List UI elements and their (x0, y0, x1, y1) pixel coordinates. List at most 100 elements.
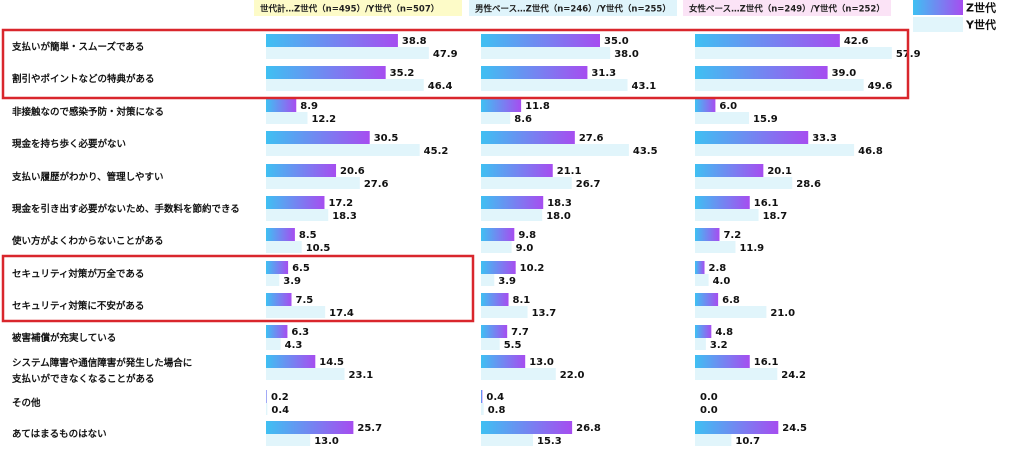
category-label: 現金を引き出す必要がないため、手数料を節約できる (12, 203, 240, 215)
bar-y-generation (266, 368, 345, 380)
value-label-y: 27.6 (364, 179, 389, 190)
bar-z-generation (695, 196, 750, 209)
category-label: セキュリティ対策に不安がある (12, 300, 144, 312)
value-label-y: 22.0 (560, 370, 585, 381)
value-label-y: 13.7 (532, 308, 557, 319)
bar-z-generation (266, 261, 289, 274)
bar-z-generation (695, 99, 716, 112)
value-label-y: 18.3 (332, 211, 357, 222)
value-label-y: 15.9 (753, 114, 778, 125)
bar-y-generation (266, 112, 308, 124)
panel-header-bg (683, 0, 891, 16)
value-label-z: 38.8 (402, 36, 427, 47)
category-label: 現金を持ち歩く必要がない (12, 138, 126, 150)
bar-y-generation (266, 241, 302, 253)
value-label-y: 24.2 (781, 370, 806, 381)
bar-y-generation (481, 47, 611, 59)
bar-z-generation (266, 228, 295, 241)
bar-z-generation (266, 66, 386, 79)
bar-y-generation (695, 274, 709, 286)
bar-y-generation (695, 209, 759, 221)
value-label-y: 45.2 (424, 146, 449, 157)
value-label-z: 25.7 (357, 423, 382, 434)
bar-y-generation (695, 338, 706, 350)
value-label-z: 6.8 (722, 295, 740, 306)
legend-swatch-z (913, 0, 963, 15)
value-label-y: 47.9 (433, 49, 458, 60)
bar-z-generation (695, 164, 764, 177)
bar-z-generation (481, 66, 588, 79)
bar-y-generation (481, 368, 556, 380)
bar-y-generation (266, 306, 326, 318)
value-label-z: 9.8 (518, 230, 536, 241)
bar-y-generation (266, 434, 311, 446)
bar-y-generation (481, 209, 543, 221)
value-label-y: 28.6 (796, 179, 821, 190)
bar-y-generation (695, 241, 736, 253)
value-label-z: 7.7 (511, 327, 529, 338)
value-label-y: 26.7 (576, 179, 601, 190)
bar-z-generation (695, 355, 750, 368)
value-label-z: 21.1 (557, 166, 582, 177)
bar-z-generation (481, 228, 515, 241)
bar-z-generation (266, 131, 370, 144)
value-label-y: 0.4 (271, 405, 289, 416)
value-label-y: 8.6 (514, 114, 532, 125)
value-label-z: 42.6 (844, 36, 869, 47)
panel-header-title: 女性ベース…Z世代（n=249）/Y世代（n=252） (689, 4, 885, 15)
bar-y-generation (481, 79, 628, 91)
value-label-y: 38.0 (614, 49, 639, 60)
category-label: 使い方がよくわからないことがある (11, 235, 164, 247)
value-label-z: 24.5 (782, 423, 807, 434)
category-label: 支払い履歴がわかり、管理しやすい (11, 171, 164, 183)
category-label: システム障害や通信障害が発生した場合に (12, 357, 192, 369)
value-label-z: 8.9 (300, 101, 318, 112)
bar-y-generation (266, 274, 280, 286)
bar-y-generation (695, 47, 892, 59)
bar-y-generation (266, 47, 429, 59)
category-label: 割引やポイントなどの特典がある (12, 73, 155, 85)
category-label: 支払いができなくなることがある (11, 373, 155, 385)
bar-z-generation (266, 355, 316, 368)
bar-z-generation (481, 325, 508, 338)
value-label-z: 27.6 (579, 133, 604, 144)
bar-y-generation (695, 79, 864, 91)
bar-y-generation (266, 144, 420, 156)
value-label-y: 46.8 (858, 146, 883, 157)
bar-z-generation (481, 421, 573, 434)
bar-z-generation (481, 131, 575, 144)
bar-y-generation (695, 306, 767, 318)
value-label-y: 23.1 (349, 370, 374, 381)
value-label-y: 3.2 (710, 340, 728, 351)
value-label-z: 26.8 (576, 423, 601, 434)
value-label-z: 39.0 (832, 68, 857, 79)
value-label-z: 6.3 (291, 327, 309, 338)
panel-header-title: 男性ベース…Z世代（n=246）/Y世代（n=255） (475, 4, 671, 15)
bar-y-generation (481, 177, 572, 189)
value-label-z: 33.3 (812, 133, 837, 144)
value-label-y: 5.5 (504, 340, 522, 351)
value-label-z: 31.3 (591, 68, 616, 79)
value-label-y: 0.8 (488, 405, 506, 416)
bar-y-generation (266, 209, 329, 221)
bar-z-generation (695, 421, 779, 434)
bar-z-generation (481, 293, 509, 306)
value-label-z: 0.2 (271, 392, 289, 403)
value-label-z: 0.0 (700, 392, 718, 403)
legend-label-z: Z世代 (966, 1, 996, 15)
value-label-y: 3.9 (498, 276, 516, 287)
value-label-z: 10.2 (520, 263, 545, 274)
category-label: 非接触なので感染予防・対策になる (12, 106, 164, 118)
value-label-z: 16.1 (754, 198, 779, 209)
bar-z-generation (266, 293, 292, 306)
value-label-z: 35.2 (390, 68, 415, 79)
bar-y-generation (481, 112, 511, 124)
legend-label-y: Y世代 (965, 18, 996, 32)
value-label-y: 4.0 (713, 276, 731, 287)
bar-y-generation (481, 306, 528, 318)
value-label-y: 10.7 (735, 436, 760, 447)
bar-z-generation (266, 196, 325, 209)
bar-y-generation (481, 274, 495, 286)
bar-z-generation (481, 196, 544, 209)
category-label: 被害補償が充実している (12, 332, 116, 344)
